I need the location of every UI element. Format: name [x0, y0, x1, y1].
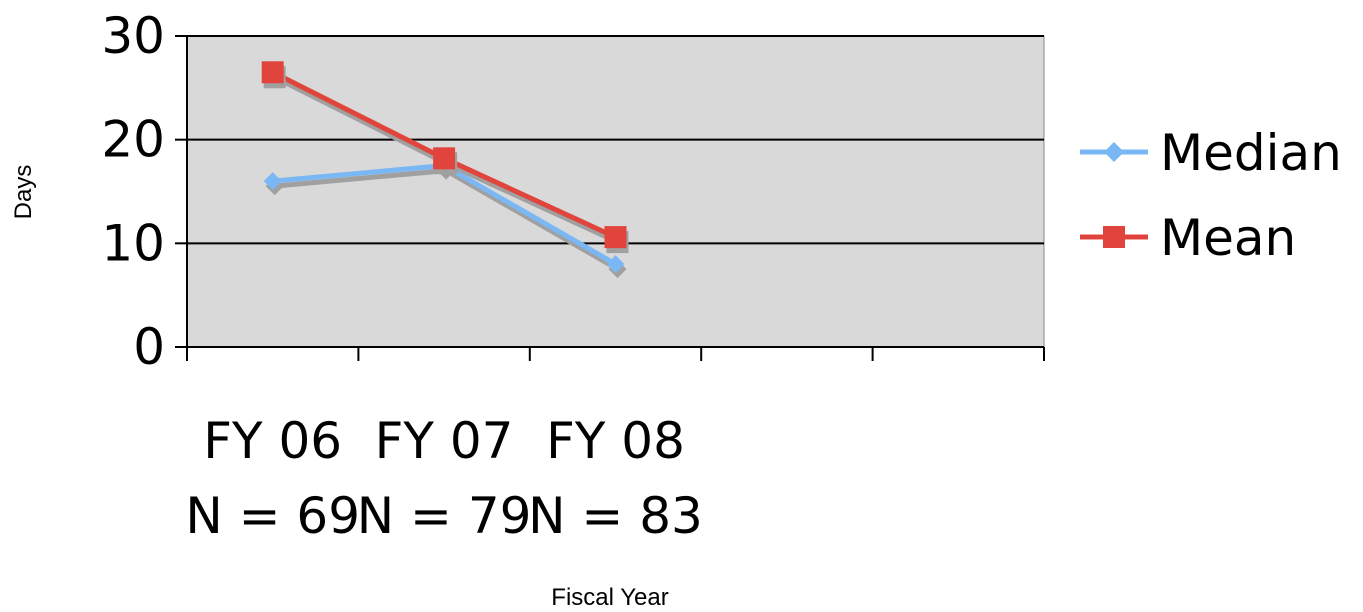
y-tick-label: 20 — [101, 111, 165, 169]
series — [261, 61, 629, 279]
x-tick-label: N = 83 — [528, 487, 703, 545]
x-tick-label: FY 07 — [375, 412, 514, 470]
y-tick-label: 0 — [133, 318, 165, 376]
y-axis-title: Days — [10, 165, 37, 220]
legend: Median Mean — [1080, 124, 1342, 267]
legend-label-median: Median — [1160, 124, 1342, 182]
data-point-median — [263, 172, 282, 191]
legend-marker-median — [1104, 142, 1124, 162]
y-tick-label: 10 — [101, 214, 165, 272]
legend-marker-mean — [1103, 226, 1125, 248]
x-tick-label: N = 69 — [185, 487, 360, 545]
data-point-mean — [433, 147, 456, 170]
data-point-mean — [261, 61, 284, 84]
x-tick-label: FY 06 — [203, 412, 342, 470]
data-point-mean — [604, 226, 627, 249]
x-tick-label: FY 08 — [546, 412, 685, 470]
axes — [175, 35, 1045, 361]
y-tick-labels: 0 10 20 30 — [101, 7, 165, 376]
y-tick-label: 30 — [101, 7, 165, 65]
x-tick-label: N = 79 — [357, 487, 532, 545]
plot-area — [186, 35, 1045, 348]
legend-label-mean: Mean — [1160, 209, 1296, 267]
x-axis-title: Fiscal Year — [551, 584, 668, 611]
data-point-median — [606, 255, 625, 274]
